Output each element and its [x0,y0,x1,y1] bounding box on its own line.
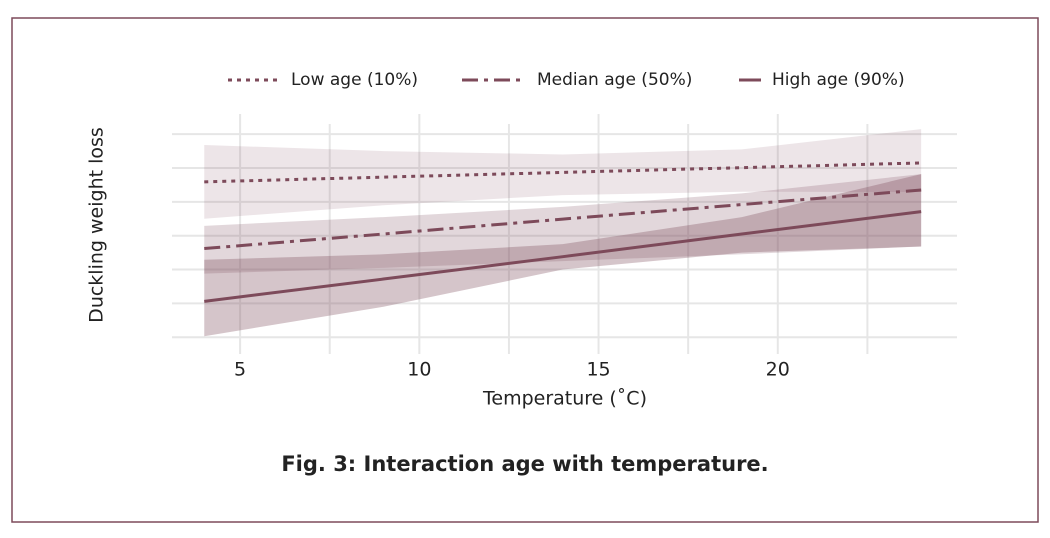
x-tick-label: 15 [586,359,610,381]
line [204,161,922,184]
confidence-band [204,174,922,337]
legend-label: High age (90%) [772,70,905,90]
line [204,210,922,303]
confidence-band [204,174,922,274]
confidence-band [204,129,922,219]
x-tick-label: 20 [766,359,790,381]
line [204,188,922,251]
legend-label: Median age (50%) [537,70,692,90]
frame [11,17,1039,523]
x-axis-label: Temperature (˚C) [482,388,647,410]
caption: Fig. 3: Interaction age with temperature… [281,452,768,476]
x-tick-label: 10 [407,359,431,381]
y-axis-label: Duckling weight loss [86,127,108,323]
x-tick-label: 5 [234,359,246,381]
legend-label: Low age (10%) [291,70,418,90]
